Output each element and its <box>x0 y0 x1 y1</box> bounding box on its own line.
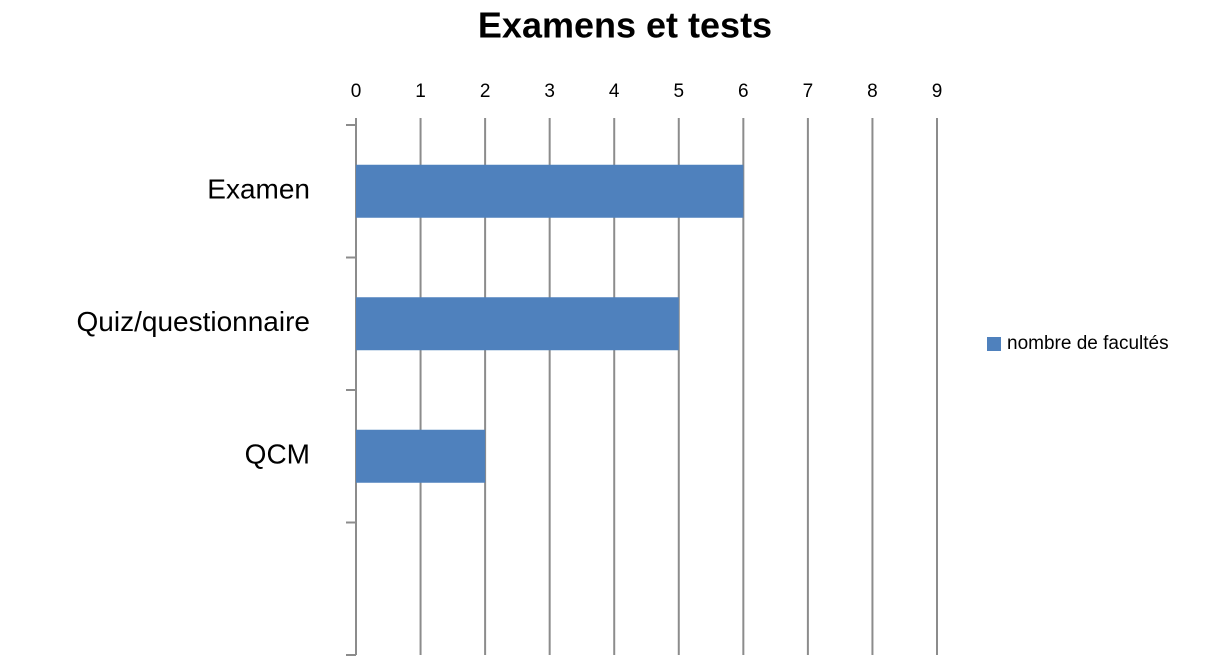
bar <box>356 429 486 483</box>
legend-swatch <box>987 337 1001 351</box>
y-tick-label: QCM <box>245 439 310 470</box>
x-tick-label: 5 <box>673 81 684 102</box>
chart-title: Examens et tests <box>478 5 772 46</box>
x-tick-label: 2 <box>480 81 491 102</box>
x-tick-label: 1 <box>415 81 426 102</box>
x-tick-label: 9 <box>932 81 943 102</box>
y-tick-label: Examen <box>207 174 310 205</box>
x-tick-label: 8 <box>867 81 878 102</box>
x-tick-label: 4 <box>609 81 620 102</box>
legend-label: nombre de facultés <box>1007 333 1169 354</box>
x-tick-label: 3 <box>544 81 555 102</box>
y-tick-label: Quiz/questionnaire <box>77 306 310 337</box>
x-tick-label: 0 <box>351 81 362 102</box>
x-tick-label: 7 <box>803 81 814 102</box>
bar <box>356 164 744 218</box>
x-tick-label: 6 <box>738 81 749 102</box>
bar <box>356 297 679 351</box>
